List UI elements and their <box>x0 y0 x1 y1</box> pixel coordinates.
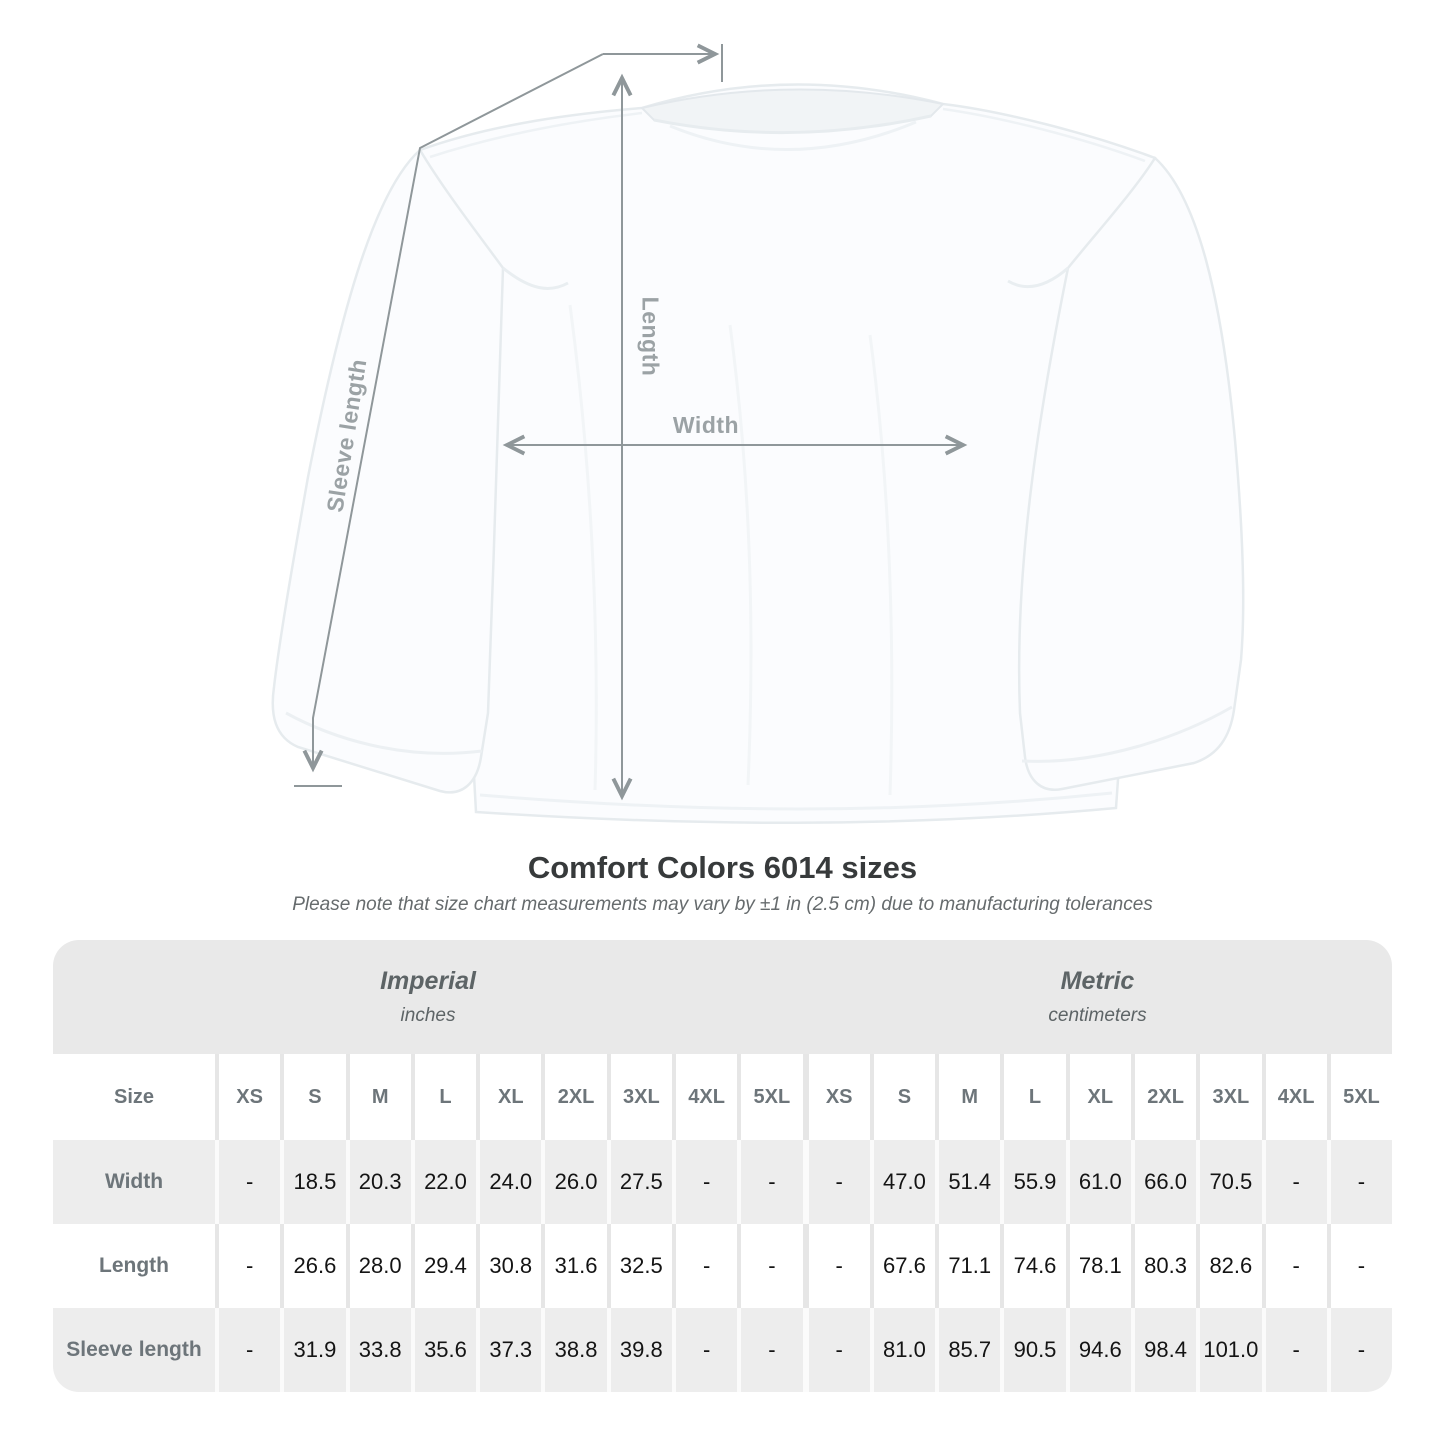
table-cell: - <box>1326 1224 1392 1308</box>
table-cell: 26.0 <box>541 1140 606 1224</box>
table-cell: 70.5 <box>1196 1140 1261 1224</box>
size-col-header: 2XL <box>1130 1054 1196 1140</box>
table-cell: - <box>671 1308 737 1392</box>
table-cell: 18.5 <box>280 1140 345 1224</box>
table-cell: - <box>671 1224 737 1308</box>
table-cell: 38.8 <box>541 1308 606 1392</box>
sleeve-length-row-label: Sleeve length <box>66 1338 202 1361</box>
size-col-header: 4XL <box>1261 1054 1327 1140</box>
table-cell: 47.0 <box>869 1140 935 1224</box>
table-cell: 71.1 <box>935 1224 1000 1308</box>
size-col-header: 2XL <box>541 1054 606 1140</box>
width-row: Width - 18.5 20.3 22.0 24.0 26.0 27.5 - … <box>53 1140 1392 1224</box>
table-cell: 78.1 <box>1065 1224 1131 1308</box>
size-header-row: Size XS S M L XL 2XL 3XL 4XL 5XL XS S M … <box>53 1054 1392 1140</box>
table-cell: 26.6 <box>280 1224 345 1308</box>
table-cell: 55.9 <box>1000 1140 1065 1224</box>
table-cell: 29.4 <box>410 1224 476 1308</box>
size-diagram: Sleeve length Length Width <box>271 0 1445 840</box>
size-col-header: 4XL <box>671 1054 737 1140</box>
tolerance-note: Please note that size chart measurements… <box>292 894 1153 915</box>
size-col-header: S <box>869 1054 935 1140</box>
page-title: Comfort Colors 6014 sizes <box>527 850 918 885</box>
table-cell: - <box>1261 1224 1327 1308</box>
metric-header: Metric <box>1060 967 1135 995</box>
size-col-header: XL <box>476 1054 541 1140</box>
measurement-lines <box>294 0 1445 840</box>
table-cell: - <box>802 1224 870 1308</box>
table-cell: 74.6 <box>1000 1224 1065 1308</box>
size-col-header: XS <box>802 1054 870 1140</box>
table-cell: - <box>802 1308 870 1392</box>
table-cell: - <box>215 1308 280 1392</box>
table-cell: - <box>215 1140 280 1224</box>
size-col-header: 5XL <box>1326 1054 1392 1140</box>
table-cell: 31.9 <box>280 1308 345 1392</box>
imperial-header: Imperial <box>380 967 476 995</box>
size-col-header: M <box>935 1054 1000 1140</box>
table-cell: 22.0 <box>410 1140 476 1224</box>
size-col-header: 3XL <box>606 1054 672 1140</box>
table-cell: - <box>737 1308 802 1392</box>
table-cell: 67.6 <box>869 1224 935 1308</box>
table-cell: 61.0 <box>1065 1140 1131 1224</box>
imperial-header-group: Imperial inches <box>53 940 803 1054</box>
table-cell: 98.4 <box>1130 1308 1196 1392</box>
length-label: Length <box>637 296 664 377</box>
table-cell: 66.0 <box>1130 1140 1196 1224</box>
length-row-label: Length <box>99 1254 169 1277</box>
table-cell: 81.0 <box>869 1308 935 1392</box>
table-cell: 27.5 <box>606 1140 672 1224</box>
table-cell: 37.3 <box>476 1308 541 1392</box>
table-cell: 101.0 <box>1196 1308 1261 1392</box>
table-cell: 31.6 <box>541 1224 606 1308</box>
size-col-header: M <box>345 1054 411 1140</box>
size-col-header: S <box>280 1054 345 1140</box>
table-cell: - <box>215 1224 280 1308</box>
size-chart-table: Imperial inches Metric centimeters Size … <box>53 940 1392 1392</box>
table-cell: 39.8 <box>606 1308 672 1392</box>
table-cell: - <box>1261 1308 1327 1392</box>
size-col-header: XS <box>215 1054 280 1140</box>
unit-header-row: Imperial inches Metric centimeters <box>53 940 1392 1054</box>
table-cell: 28.0 <box>345 1224 411 1308</box>
sleeve-length-line <box>313 53 604 768</box>
table-cell: 82.6 <box>1196 1224 1261 1308</box>
size-col-header: L <box>410 1054 476 1140</box>
imperial-unit: inches <box>400 1005 456 1026</box>
width-row-label: Width <box>104 1170 164 1193</box>
size-col-header: 3XL <box>1196 1054 1261 1140</box>
table-cell: 85.7 <box>935 1308 1000 1392</box>
table-cell: - <box>1326 1308 1392 1392</box>
width-label: Width <box>672 412 740 438</box>
table-cell: - <box>737 1224 802 1308</box>
table-cell: - <box>737 1140 802 1224</box>
size-col-header: 5XL <box>737 1054 802 1140</box>
table-cell: 33.8 <box>345 1308 411 1392</box>
table-cell: 20.3 <box>345 1140 411 1224</box>
size-col-header: XL <box>1065 1054 1131 1140</box>
table-cell: 30.8 <box>476 1224 541 1308</box>
size-col-header: L <box>1000 1054 1065 1140</box>
table-cell: 90.5 <box>1000 1308 1065 1392</box>
table-cell: - <box>671 1140 737 1224</box>
table-cell: - <box>1326 1140 1392 1224</box>
sleeve-length-row: Sleeve length - 31.9 33.8 35.6 37.3 38.8… <box>53 1308 1392 1392</box>
table-cell: 94.6 <box>1065 1308 1131 1392</box>
table-cell: 51.4 <box>935 1140 1000 1224</box>
metric-header-group: Metric centimeters <box>803 940 1392 1054</box>
table-cell: - <box>1261 1140 1327 1224</box>
table-cell: 80.3 <box>1130 1224 1196 1308</box>
table-cell: - <box>802 1140 870 1224</box>
length-row: Length - 26.6 28.0 29.4 30.8 31.6 32.5 -… <box>53 1224 1392 1308</box>
metric-unit: centimeters <box>1048 1005 1147 1026</box>
table-cell: 24.0 <box>476 1140 541 1224</box>
table-cell: 32.5 <box>606 1224 672 1308</box>
size-header-label: Size <box>113 1085 155 1108</box>
table-cell: 35.6 <box>410 1308 476 1392</box>
